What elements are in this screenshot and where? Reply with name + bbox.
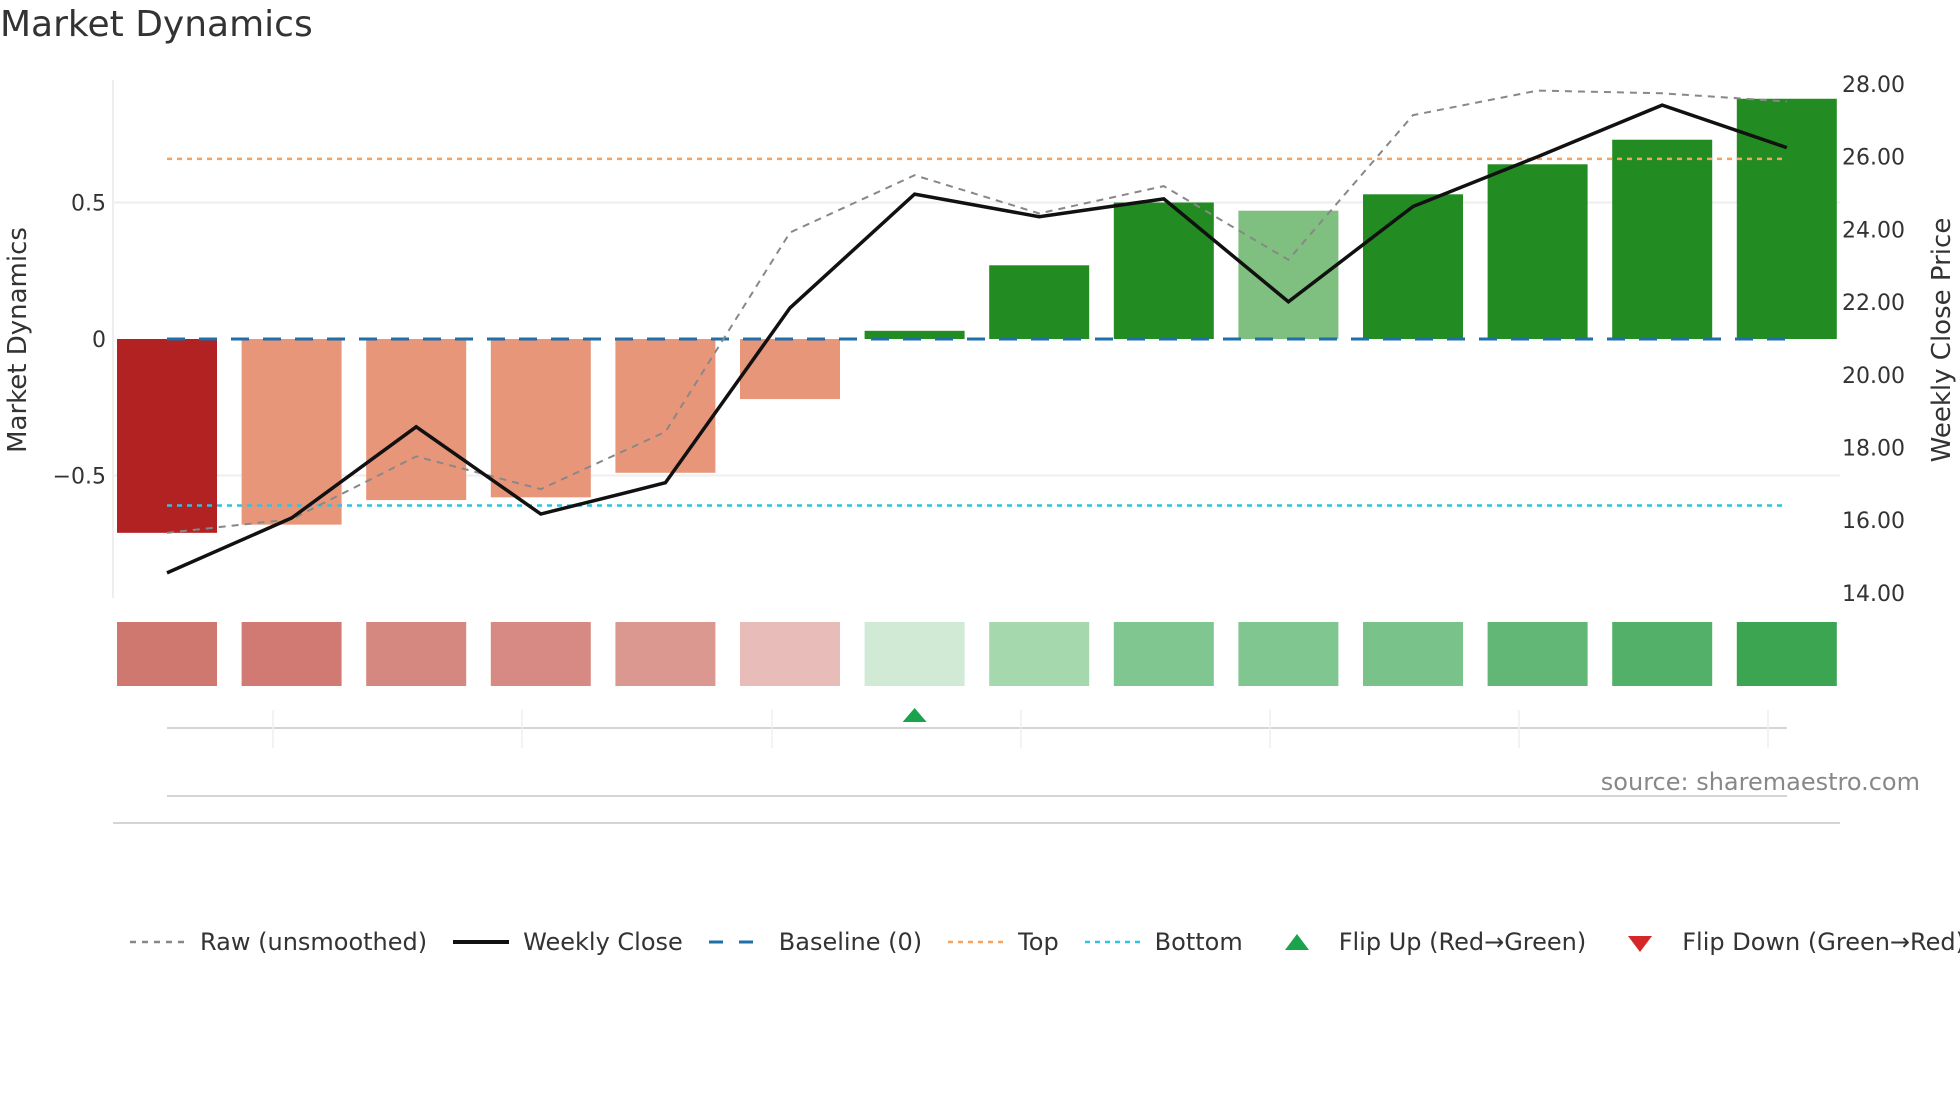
top-swatch-icon [948,940,1005,944]
bar [490,339,591,498]
flip-up-marker-icon [902,708,927,722]
source-credit: source: sharemaestro.com [1600,768,1920,796]
reference-lines [167,157,1787,507]
right-tick-label: 26.00 [1842,146,1905,171]
axes: 0.5 0 −0.5 28.00 26.00 24.00 22.00 20.00 18.00 16… [3,73,1957,607]
bar [1612,139,1713,339]
bar [117,339,217,533]
bar [864,330,965,339]
legend-item-baseline: Baseline (0) [707,928,922,956]
heat-cell [615,622,716,686]
legend-label: Raw (unsmoothed) [200,928,428,956]
heat-cell [1113,622,1214,686]
legend-item-raw: Raw (unsmoothed) [128,928,427,956]
bar [989,265,1090,339]
heat-cell [1238,622,1339,686]
bar-series [117,98,1837,533]
legend-label: Top [1018,928,1059,956]
legend: Raw (unsmoothed) Weekly Close Baseline (0)… [128,922,1960,962]
bar [615,339,716,473]
right-tick-label: 24.00 [1842,218,1905,243]
heat-cell [117,622,217,686]
right-tick-label: 22.00 [1842,291,1905,316]
right-tick-label: 18.00 [1842,437,1905,462]
right-tick-label: 28.00 [1842,73,1905,98]
bar [1487,164,1588,339]
timeline-track [113,708,1840,824]
right-axis-label: Weekly Close Price [1927,218,1957,463]
heat-cell [1363,622,1463,686]
legend-item-flip-up: Flip Up (Red→Green) [1267,928,1587,956]
bar [1736,98,1837,339]
heat-cell [241,622,342,686]
bar [740,339,840,400]
legend-label: Weekly Close [523,928,683,956]
left-tick-label: 0.5 [71,192,106,217]
raw-line [166,89,1787,534]
heat-cell [1612,622,1713,686]
baseline-swatch-icon [708,940,765,944]
right-tick-label: 16.00 [1842,509,1905,534]
left-tick-label: 0 [92,328,106,353]
heat-cell [1736,622,1837,686]
legend-label: Flip Down (Green→Red) [1682,928,1960,956]
chart-title: Market Dynamics [0,4,313,45]
line-series [166,89,1788,575]
left-tick-label: −0.5 [53,465,106,490]
heatmap-strip [117,622,1837,686]
right-tick-label: 14.00 [1842,582,1905,607]
bar [1113,202,1214,339]
left-axis-label: Market Dynamics [3,227,33,453]
bar [366,339,467,501]
heat-cell [1487,622,1588,686]
bottom-swatch-icon [1084,940,1141,944]
legend-item-bottom: Bottom [1083,928,1243,956]
heat-cell [864,622,965,686]
weekly-close-swatch-icon [453,940,510,944]
legend-item-flip-down: Flip Down (Green→Red) [1610,928,1960,956]
heat-cell [490,622,591,686]
legend-label: Baseline (0) [778,928,923,956]
flip-down-swatch-icon [1628,936,1653,952]
legend-label: Bottom [1154,928,1243,956]
flip-up-swatch-icon [1284,934,1309,950]
legend-item-weekly-close: Weekly Close [451,928,683,956]
weekly-close-line [166,103,1788,575]
right-tick-label: 20.00 [1842,364,1905,389]
legend-label: Flip Up (Red→Green) [1338,928,1587,956]
heat-cell [740,622,840,686]
bar [241,339,342,525]
legend-item-top: Top [946,928,1059,956]
heat-cell [989,622,1090,686]
raw-swatch-icon [130,940,186,944]
heat-cell [366,622,467,686]
bar [1363,194,1463,339]
